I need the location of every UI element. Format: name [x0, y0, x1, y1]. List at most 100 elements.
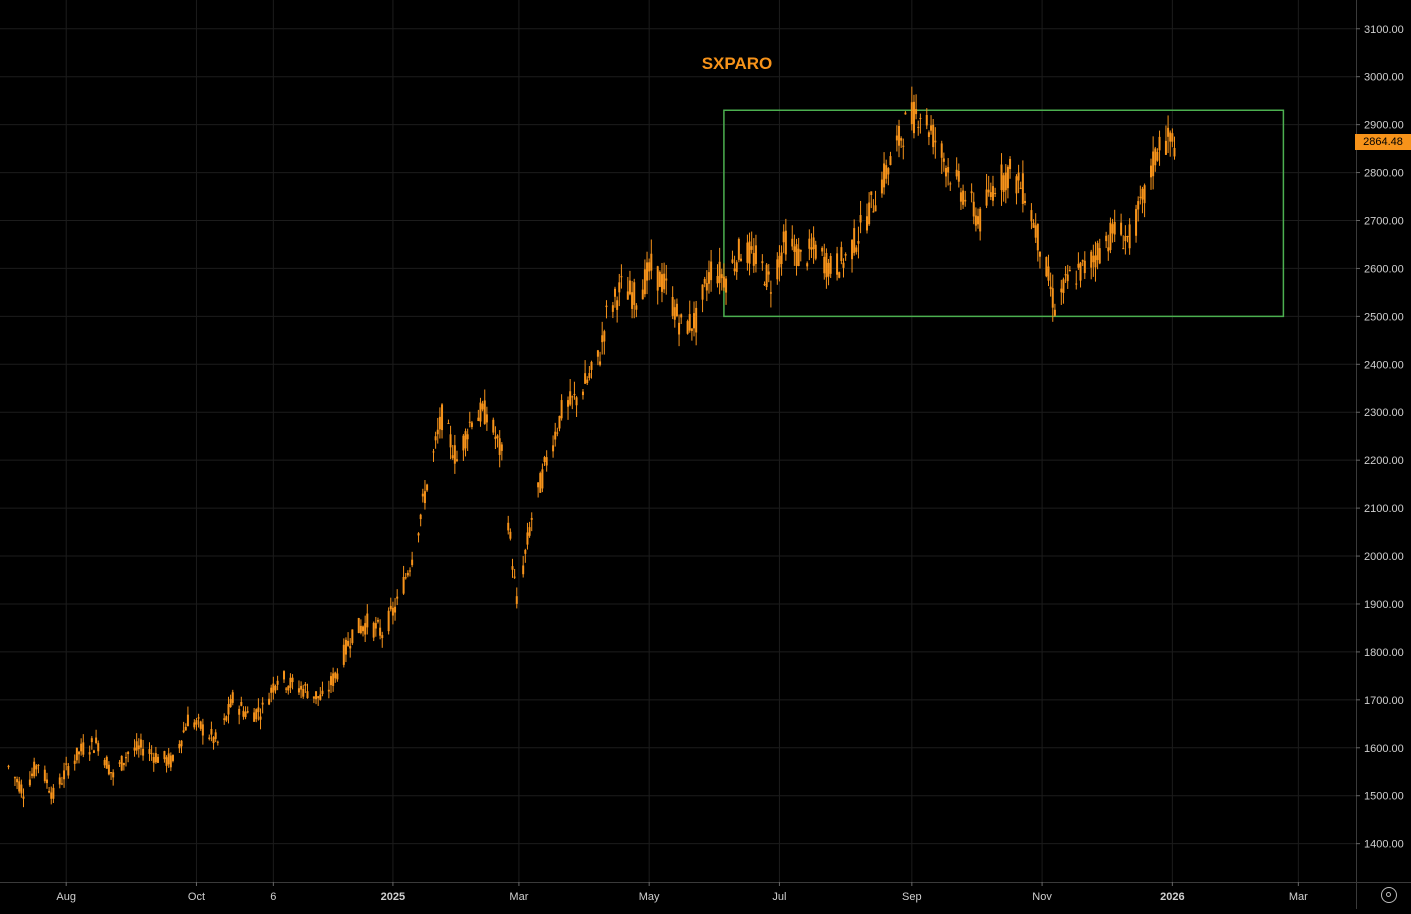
- y-tick-label: 2000.00: [1364, 551, 1404, 563]
- candle-body: [1002, 175, 1005, 192]
- candle-body: [7, 765, 10, 768]
- candle-body: [821, 247, 824, 252]
- candle-body: [567, 400, 570, 407]
- candle-body: [989, 192, 992, 197]
- candle-body: [690, 328, 693, 331]
- candle-body: [675, 303, 678, 317]
- candle-body: [28, 779, 31, 786]
- candle-body: [718, 261, 721, 283]
- candle-body: [915, 109, 918, 115]
- candle-body: [240, 701, 243, 706]
- candle-body: [1032, 222, 1035, 228]
- candle-body: [349, 645, 352, 649]
- candle-body: [387, 610, 390, 632]
- candle-body: [1122, 248, 1125, 250]
- candle-body: [977, 216, 980, 225]
- candle-body: [754, 245, 757, 264]
- settings-gear-icon[interactable]: [1381, 887, 1397, 903]
- candle-body: [776, 259, 779, 280]
- candle-body: [673, 307, 676, 320]
- candle-body: [274, 685, 277, 691]
- candle-body: [103, 759, 106, 766]
- candle-body: [317, 696, 320, 699]
- candle-body: [806, 263, 809, 267]
- candle-body: [22, 796, 25, 799]
- candle-body: [214, 732, 217, 739]
- candle-body: [927, 132, 930, 137]
- candle-body: [97, 743, 100, 752]
- candle-body: [511, 566, 514, 570]
- candle-body: [829, 255, 832, 274]
- candle-body: [229, 698, 232, 707]
- candle-body: [1096, 243, 1099, 261]
- candle-body: [13, 777, 16, 779]
- candle-body: [979, 208, 982, 232]
- x-tick-label: Aug: [56, 891, 76, 903]
- candle-body: [663, 273, 666, 290]
- candle-body: [31, 773, 34, 776]
- candle-body: [507, 522, 510, 531]
- y-tick-label: 2900.00: [1364, 120, 1404, 132]
- candle-body: [686, 321, 689, 334]
- candle-body: [972, 201, 975, 217]
- candle-body: [184, 726, 187, 731]
- candle-body: [635, 305, 638, 310]
- candle-body: [1019, 187, 1022, 189]
- candle-body: [48, 790, 51, 793]
- candle-body: [618, 282, 621, 293]
- candle-body: [705, 283, 708, 291]
- candle-body: [1139, 196, 1142, 198]
- candle-body: [167, 753, 170, 765]
- candle-body: [481, 403, 484, 410]
- candle-body: [1060, 288, 1063, 293]
- candle-body: [417, 533, 420, 536]
- candle-body: [898, 125, 901, 146]
- candle-body: [334, 672, 337, 679]
- x-tick-label: Nov: [1032, 891, 1052, 903]
- candle-body: [1107, 247, 1110, 252]
- candle-body: [199, 721, 202, 729]
- candle-body: [300, 685, 303, 690]
- candle-body: [1135, 209, 1138, 236]
- candle-body: [782, 231, 785, 243]
- candle-body: [120, 755, 123, 771]
- candle-body: [122, 762, 125, 766]
- candle-body: [1021, 173, 1024, 204]
- candle-body: [733, 268, 736, 272]
- candle-body: [366, 613, 369, 628]
- candle-body: [865, 216, 868, 231]
- candle-body: [885, 165, 888, 179]
- candle-body: [575, 397, 578, 406]
- candle-body: [949, 183, 952, 185]
- candle-body: [242, 710, 245, 717]
- candle-body: [107, 764, 110, 775]
- candle-body: [880, 179, 883, 194]
- y-tick-label: 3100.00: [1364, 24, 1404, 36]
- candle-body: [152, 757, 155, 763]
- candle-body: [272, 683, 275, 693]
- candle-body: [814, 244, 817, 259]
- candle-body: [853, 228, 856, 253]
- candle-body: [526, 532, 529, 545]
- candle-body: [1158, 136, 1161, 151]
- candle-body: [541, 469, 544, 489]
- candle-body: [895, 135, 898, 141]
- candle-body: [291, 677, 294, 683]
- candle-body: [902, 145, 905, 147]
- candle-body: [1024, 200, 1027, 204]
- candle-body: [321, 690, 324, 695]
- candle-body: [485, 414, 488, 423]
- candle-body: [359, 625, 362, 634]
- candle-body: [823, 256, 826, 274]
- candle-body: [970, 191, 973, 194]
- candle-body: [142, 748, 145, 756]
- candle-body: [558, 415, 561, 429]
- candle-body: [118, 762, 121, 764]
- candle-body: [165, 757, 168, 766]
- candle-body: [539, 473, 542, 493]
- candle-body: [336, 673, 339, 680]
- candle-body: [1094, 255, 1097, 268]
- candle-body: [648, 262, 651, 272]
